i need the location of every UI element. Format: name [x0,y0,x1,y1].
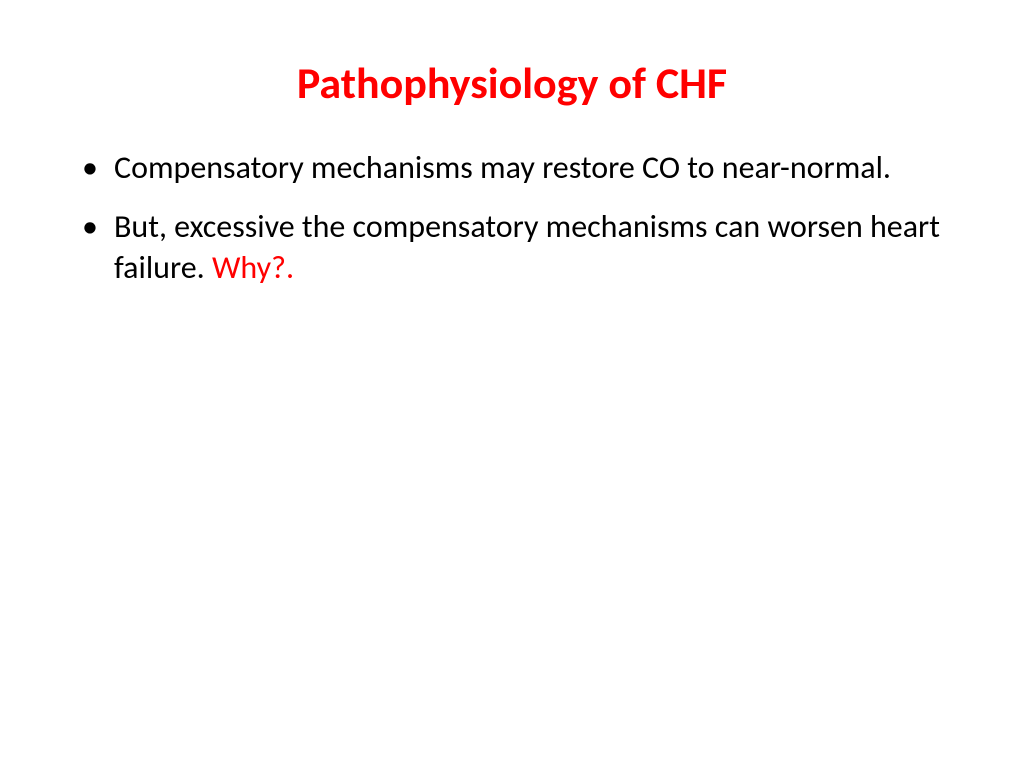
list-item: Compensatory mechanisms may restore CO t… [70,148,954,189]
list-item: But, excessive the compensatory mechanis… [70,207,954,289]
bullet-list: Compensatory mechanisms may restore CO t… [70,148,954,289]
slide-title: Pathophysiology of CHF [0,0,1024,118]
slide-body: Compensatory mechanisms may restore CO t… [0,118,1024,289]
text-run: Compensatory mechanisms may restore CO t… [114,148,891,187]
text-run-accent: Why?. [212,248,294,287]
slide: Pathophysiology of CHF Compensatory mech… [0,0,1024,768]
